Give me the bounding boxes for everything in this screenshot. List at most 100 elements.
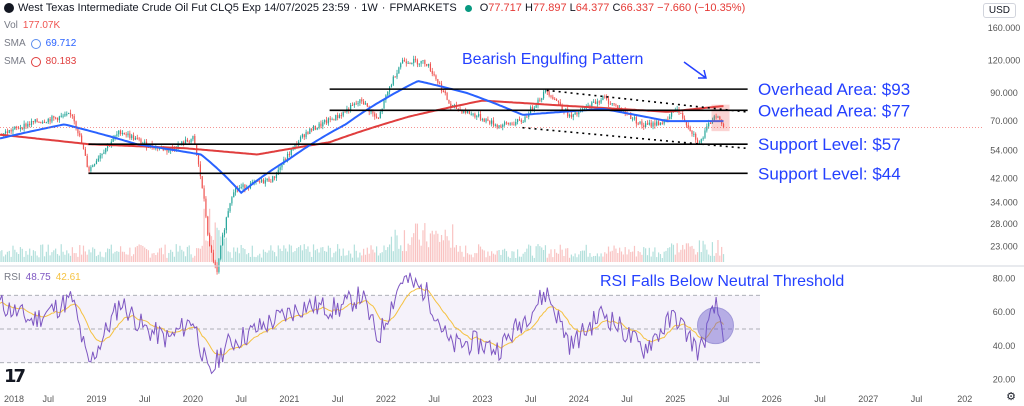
x-tick-label: 2021 xyxy=(279,394,299,404)
volume-bar xyxy=(307,246,309,262)
candle-body xyxy=(301,134,304,138)
volume-bar xyxy=(659,254,662,262)
volume-bar xyxy=(498,250,500,262)
volume-bar xyxy=(450,247,452,262)
level-label: Overhead Area: $77 xyxy=(758,101,910,120)
volume-bar xyxy=(587,256,589,262)
candle-body xyxy=(470,113,472,115)
candle-body xyxy=(363,101,365,105)
volume-bar xyxy=(485,257,487,262)
candle-body xyxy=(344,111,346,113)
candle-body xyxy=(667,118,669,120)
candle-body xyxy=(446,93,448,100)
volume-bar xyxy=(273,252,276,262)
interval-label[interactable]: 1W xyxy=(361,2,378,14)
volume-bar xyxy=(635,256,637,262)
volume-bar xyxy=(342,248,344,262)
volume-bar xyxy=(329,247,331,262)
rsi-ma-line xyxy=(0,287,724,356)
volume-bar xyxy=(259,253,261,262)
candle-body xyxy=(223,230,226,235)
volume-bar xyxy=(97,254,99,262)
candle-body xyxy=(670,111,673,117)
rsi-highlight-circle xyxy=(696,307,734,345)
candle-body xyxy=(516,119,519,122)
volume-bar xyxy=(366,247,368,262)
volume-bar xyxy=(105,252,107,262)
volume-bar xyxy=(529,245,532,262)
volume-bar xyxy=(385,250,387,262)
candle-body xyxy=(42,121,44,123)
candle-body xyxy=(394,76,396,78)
candle-body xyxy=(138,138,140,140)
volume-bar xyxy=(706,249,708,262)
candle-body xyxy=(16,126,18,128)
sma1-legend[interactable]: SMA 69.712 xyxy=(4,38,77,49)
candle-body xyxy=(424,60,426,65)
main-pane[interactable] xyxy=(0,18,984,262)
volume-bar xyxy=(281,251,283,262)
candle-body xyxy=(376,116,378,119)
candle-body xyxy=(541,98,543,101)
volume-bar xyxy=(363,248,365,262)
volume-bar xyxy=(654,247,656,262)
volume-bar xyxy=(609,251,611,262)
x-tick-label: 2018 xyxy=(4,394,24,404)
candle-body xyxy=(466,111,469,113)
candle-body xyxy=(337,115,339,119)
rsi-legend[interactable]: RSI 48.75 42.61 xyxy=(4,272,81,283)
ohlc-readout: O77.717 H77.897 L64.377 C66.337 −7.660 (… xyxy=(479,2,746,14)
volume-bar xyxy=(403,230,406,262)
candle-body xyxy=(303,134,305,138)
settings-gear-icon[interactable]: ⚙ xyxy=(1006,391,1016,403)
symbol-title[interactable]: West Texas Intermediate Crude Oil Fut CL… xyxy=(18,2,350,14)
visibility-eye-icon[interactable] xyxy=(30,56,41,67)
visibility-eye-icon[interactable] xyxy=(30,38,41,49)
volume-bar xyxy=(535,246,537,262)
candle-body xyxy=(66,113,68,115)
candle-body xyxy=(62,115,64,117)
volume-bar xyxy=(709,255,712,262)
volume-bar xyxy=(325,251,328,262)
chart-header: West Texas Intermediate Crude Oil Fut CL… xyxy=(4,2,745,14)
volume-bar xyxy=(110,244,112,262)
candle-body xyxy=(567,109,569,117)
volume-bar xyxy=(340,255,342,262)
volume-bar xyxy=(717,240,719,262)
volume-bar xyxy=(327,245,329,262)
candle-body xyxy=(602,96,604,100)
volume-legend[interactable]: Vol 177.07K xyxy=(4,20,61,31)
y-tick-label: 28.000 xyxy=(990,219,1018,229)
volume-bar xyxy=(557,253,560,262)
volume-bar xyxy=(38,257,40,262)
volume-bar xyxy=(643,247,645,262)
volume-bar xyxy=(177,251,179,262)
candle-body xyxy=(286,153,289,161)
volume-bar xyxy=(669,247,671,262)
candle-body xyxy=(51,116,53,122)
sma2-legend[interactable]: SMA 80.183 xyxy=(4,56,77,67)
currency-selector[interactable]: USD xyxy=(982,3,1016,18)
volume-bar xyxy=(298,246,300,262)
candle-body xyxy=(53,116,55,118)
x-tick-label: 2025 xyxy=(665,394,685,404)
volume-bar xyxy=(201,245,203,262)
volume-bar xyxy=(689,246,691,262)
candle-body xyxy=(216,265,218,272)
volume-bar xyxy=(43,256,46,262)
volume-bar xyxy=(670,243,673,262)
candle-body xyxy=(531,107,534,110)
candle-body xyxy=(90,166,92,171)
candle-body xyxy=(207,216,209,235)
volume-bar xyxy=(453,247,456,262)
volume-bar xyxy=(316,248,318,262)
candle-body xyxy=(500,125,502,127)
volume-bar xyxy=(581,250,584,262)
volume-bar xyxy=(312,244,315,262)
volume-bar xyxy=(305,249,307,262)
volume-bar xyxy=(628,249,630,262)
candle-body xyxy=(572,114,574,118)
trendline[interactable] xyxy=(522,126,746,150)
volume-bar xyxy=(593,255,595,262)
